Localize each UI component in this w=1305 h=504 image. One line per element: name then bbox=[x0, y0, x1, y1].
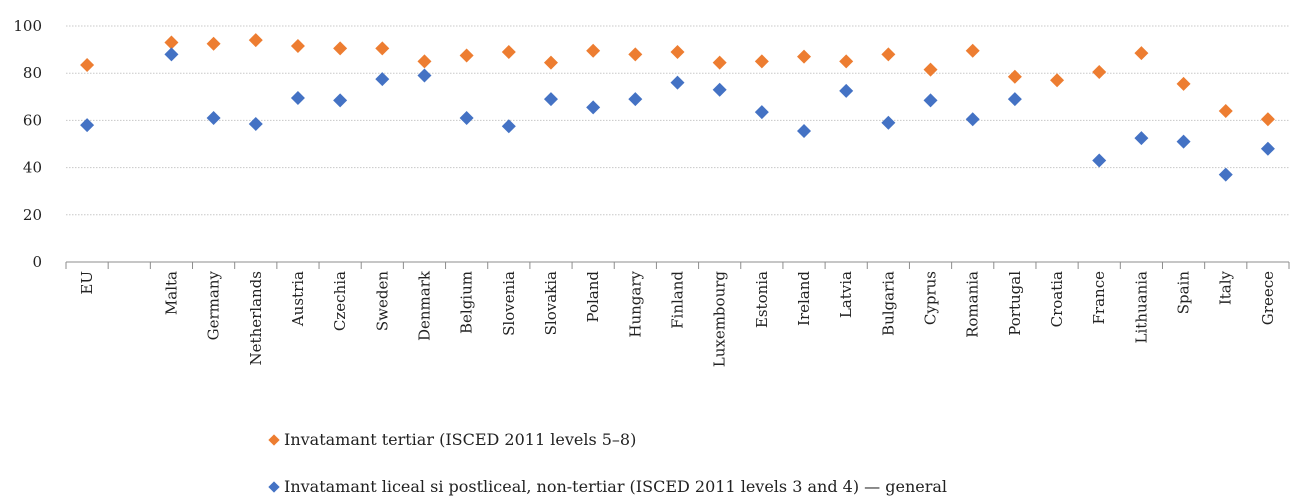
data-point-series-0 bbox=[1218, 103, 1233, 118]
legend-label-tertiary: Invatamant tertiar (ISCED 2011 levels 5–… bbox=[284, 430, 637, 449]
y-tick-label: 80 bbox=[23, 64, 42, 82]
legend-marker-orange-diamond-icon bbox=[268, 433, 280, 446]
data-point-series-1 bbox=[586, 100, 601, 115]
data-point-series-0 bbox=[586, 43, 601, 58]
x-tick-label: Germany bbox=[205, 270, 223, 340]
data-point-series-1 bbox=[965, 112, 980, 127]
legend-entry-tertiary: Invatamant tertiar (ISCED 2011 levels 5–… bbox=[268, 430, 636, 449]
data-point-series-1 bbox=[248, 116, 263, 131]
data-point-series-1 bbox=[543, 92, 558, 107]
y-tick-label: 60 bbox=[23, 111, 42, 129]
x-tick-label: Cyprus bbox=[922, 271, 940, 325]
x-tick-label: Slovenia bbox=[500, 271, 518, 336]
x-tick-label: Spain bbox=[1175, 271, 1193, 315]
data-point-series-0 bbox=[206, 36, 221, 51]
x-tick-label: Portugal bbox=[1006, 271, 1024, 336]
legend-label-general: Invatamant liceal si postliceal, non-ter… bbox=[284, 477, 948, 496]
data-point-series-0 bbox=[290, 39, 305, 54]
data-point-series-1 bbox=[375, 72, 390, 87]
data-point-series-0 bbox=[375, 41, 390, 56]
x-tick-label: Netherlands bbox=[247, 271, 265, 365]
x-tick-label: Czechia bbox=[331, 271, 349, 331]
data-point-series-0 bbox=[965, 43, 980, 58]
x-tick-label: EU bbox=[78, 271, 96, 295]
x-tick-label: Poland bbox=[584, 271, 602, 323]
y-tick-label: 20 bbox=[23, 206, 42, 224]
data-point-series-1 bbox=[1092, 153, 1107, 168]
data-point-series-0 bbox=[754, 54, 769, 69]
x-tick-label: Denmark bbox=[415, 270, 433, 341]
data-point-series-1 bbox=[290, 90, 305, 105]
x-tick-label: Croatia bbox=[1048, 271, 1066, 327]
legend-entry-general: Invatamant liceal si postliceal, non-ter… bbox=[268, 477, 947, 496]
data-point-series-0 bbox=[501, 44, 516, 59]
data-point-series-1 bbox=[333, 93, 348, 108]
data-point-series-1 bbox=[1218, 167, 1233, 182]
data-point-series-1 bbox=[417, 68, 432, 83]
x-tick-label: Greece bbox=[1259, 271, 1277, 325]
x-tick-label: Romania bbox=[964, 271, 982, 338]
x-tick-label: Slovakia bbox=[542, 271, 560, 335]
data-point-series-1 bbox=[1260, 141, 1275, 156]
data-point-series-0 bbox=[164, 35, 179, 50]
x-tick-label: Sweden bbox=[373, 271, 391, 331]
x-tick-label: Latvia bbox=[837, 271, 855, 318]
data-point-series-0 bbox=[712, 55, 727, 70]
data-point-series-0 bbox=[333, 41, 348, 56]
data-point-series-1 bbox=[881, 115, 896, 130]
data-point-series-0 bbox=[459, 48, 474, 63]
x-tick-label: Austria bbox=[289, 271, 307, 327]
data-point-series-0 bbox=[670, 44, 685, 59]
data-point-series-0 bbox=[1134, 46, 1149, 61]
data-point-series-1 bbox=[80, 118, 95, 133]
data-point-series-1 bbox=[164, 47, 179, 62]
data-point-series-1 bbox=[1134, 131, 1149, 146]
y-tick-label: 100 bbox=[13, 17, 42, 35]
data-point-series-1 bbox=[501, 119, 516, 134]
data-point-series-0 bbox=[923, 62, 938, 77]
data-point-series-0 bbox=[248, 33, 263, 48]
x-tick-label: Estonia bbox=[753, 271, 771, 328]
data-point-series-0 bbox=[417, 54, 432, 69]
data-point-series-1 bbox=[628, 92, 643, 107]
data-point-series-1 bbox=[1007, 92, 1022, 107]
x-tick-label: France bbox=[1090, 271, 1108, 325]
x-tick-label: Finland bbox=[669, 271, 687, 329]
y-tick-label: 40 bbox=[23, 159, 42, 177]
data-point-series-1 bbox=[839, 83, 854, 98]
x-tick-label: Lithuania bbox=[1132, 271, 1150, 344]
data-point-series-0 bbox=[1050, 73, 1065, 88]
data-point-series-0 bbox=[1092, 65, 1107, 80]
data-point-series-1 bbox=[712, 82, 727, 97]
y-tick-label: 0 bbox=[32, 253, 42, 271]
data-point-series-0 bbox=[1176, 76, 1191, 91]
x-tick-label: Malta bbox=[162, 271, 180, 315]
data-point-series-0 bbox=[628, 47, 643, 62]
data-point-series-0 bbox=[797, 49, 812, 64]
data-point-series-1 bbox=[206, 111, 221, 126]
x-tick-label: Belgium bbox=[458, 271, 476, 334]
data-point-series-1 bbox=[1176, 134, 1191, 149]
x-tick-label: Italy bbox=[1217, 270, 1235, 305]
data-point-series-1 bbox=[459, 111, 474, 126]
legend-marker-blue-diamond-icon bbox=[268, 480, 280, 493]
data-point-series-0 bbox=[1260, 112, 1275, 127]
x-tick-label: Luxembourg bbox=[711, 271, 729, 368]
data-point-series-0 bbox=[543, 55, 558, 70]
x-tick-label: Hungary bbox=[626, 270, 644, 337]
data-point-series-1 bbox=[754, 105, 769, 120]
data-point-series-1 bbox=[797, 124, 812, 139]
scatter-plot: 0 20 40 60 80 100 EU Malta Germany Netherlands Aus… bbox=[13, 17, 1290, 368]
data-point-series-1 bbox=[923, 93, 938, 108]
x-tick-label: Ireland bbox=[795, 271, 813, 326]
data-point-series-0 bbox=[839, 54, 854, 69]
data-point-series-0 bbox=[1007, 69, 1022, 84]
data-point-series-1 bbox=[670, 75, 685, 90]
x-tick-label: Bulgaria bbox=[879, 271, 897, 336]
data-point-series-0 bbox=[80, 57, 95, 72]
data-point-series-0 bbox=[881, 47, 896, 62]
